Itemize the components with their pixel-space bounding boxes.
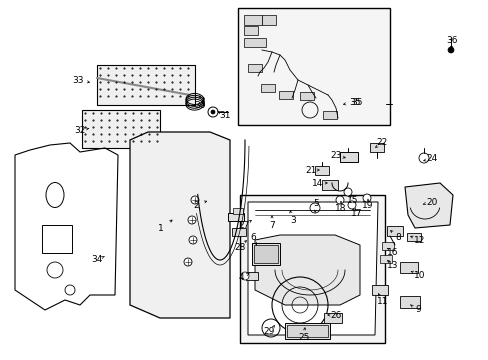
- Bar: [323, 111, 336, 119]
- Circle shape: [210, 110, 215, 114]
- Bar: [231, 228, 245, 236]
- Circle shape: [309, 203, 319, 213]
- Bar: [321, 180, 337, 190]
- Bar: [244, 38, 265, 47]
- Text: 27: 27: [238, 220, 249, 230]
- Bar: [245, 272, 258, 280]
- Text: 36: 36: [446, 36, 457, 45]
- Text: 20: 20: [426, 198, 437, 207]
- Bar: [262, 15, 275, 25]
- Text: 33: 33: [72, 76, 83, 85]
- Bar: [247, 64, 262, 72]
- Circle shape: [362, 194, 370, 202]
- Circle shape: [191, 196, 199, 204]
- Bar: [240, 195, 384, 343]
- Circle shape: [447, 47, 453, 53]
- Bar: [280, 195, 369, 206]
- Text: 11: 11: [376, 297, 388, 306]
- Bar: [324, 313, 341, 323]
- Text: 10: 10: [413, 270, 425, 279]
- Text: 8: 8: [394, 233, 400, 242]
- Text: 12: 12: [413, 235, 425, 244]
- Text: 22: 22: [376, 138, 387, 147]
- Bar: [253, 245, 278, 263]
- Text: 13: 13: [386, 261, 398, 270]
- Circle shape: [418, 153, 428, 163]
- Circle shape: [183, 258, 192, 266]
- Text: 7: 7: [268, 220, 274, 230]
- Bar: [339, 152, 357, 162]
- Bar: [97, 65, 195, 105]
- Bar: [286, 325, 327, 337]
- Bar: [42, 225, 72, 253]
- Text: 17: 17: [350, 208, 362, 217]
- Text: 2: 2: [193, 201, 199, 210]
- Bar: [379, 255, 391, 263]
- Text: 3: 3: [289, 216, 295, 225]
- Polygon shape: [247, 202, 377, 335]
- Circle shape: [347, 201, 355, 209]
- Bar: [381, 242, 393, 250]
- Text: 23: 23: [329, 150, 341, 159]
- Polygon shape: [404, 183, 452, 228]
- Circle shape: [187, 216, 196, 224]
- Text: 31: 31: [219, 111, 230, 120]
- Text: 24: 24: [426, 153, 437, 162]
- Polygon shape: [254, 235, 359, 305]
- Text: 21: 21: [305, 166, 316, 175]
- Text: 35: 35: [350, 98, 362, 107]
- Text: 28: 28: [234, 243, 245, 252]
- Bar: [371, 285, 387, 295]
- Text: 25: 25: [298, 333, 309, 342]
- Polygon shape: [130, 132, 229, 318]
- Circle shape: [241, 272, 248, 280]
- Bar: [238, 8, 389, 125]
- Text: 30: 30: [194, 100, 205, 109]
- Bar: [369, 143, 383, 152]
- Bar: [399, 262, 417, 273]
- Text: 1: 1: [158, 224, 163, 233]
- Bar: [82, 110, 160, 148]
- Circle shape: [335, 196, 343, 204]
- Text: 4: 4: [238, 274, 244, 283]
- Text: 6: 6: [250, 233, 255, 242]
- Text: 14: 14: [312, 179, 323, 188]
- Bar: [261, 84, 274, 92]
- Text: 9: 9: [414, 306, 420, 315]
- Text: 15: 15: [346, 195, 358, 204]
- Bar: [227, 213, 244, 221]
- Text: 34: 34: [91, 256, 102, 265]
- Text: 32: 32: [74, 126, 85, 135]
- Bar: [399, 296, 419, 308]
- Bar: [285, 323, 329, 339]
- Bar: [244, 15, 262, 25]
- Bar: [386, 226, 402, 236]
- Circle shape: [343, 188, 351, 196]
- Bar: [406, 233, 420, 241]
- Text: 29: 29: [263, 328, 274, 337]
- Text: 16: 16: [386, 248, 398, 257]
- Text: 26: 26: [329, 310, 341, 320]
- Text: 18: 18: [335, 203, 346, 212]
- Bar: [282, 207, 369, 213]
- Bar: [299, 92, 313, 100]
- Text: 19: 19: [362, 201, 373, 210]
- Bar: [279, 91, 292, 99]
- Bar: [244, 26, 258, 35]
- Circle shape: [189, 236, 197, 244]
- Text: 35: 35: [348, 98, 360, 107]
- Bar: [314, 166, 328, 175]
- Bar: [251, 243, 280, 265]
- Text: 5: 5: [312, 198, 318, 207]
- Bar: [232, 208, 243, 214]
